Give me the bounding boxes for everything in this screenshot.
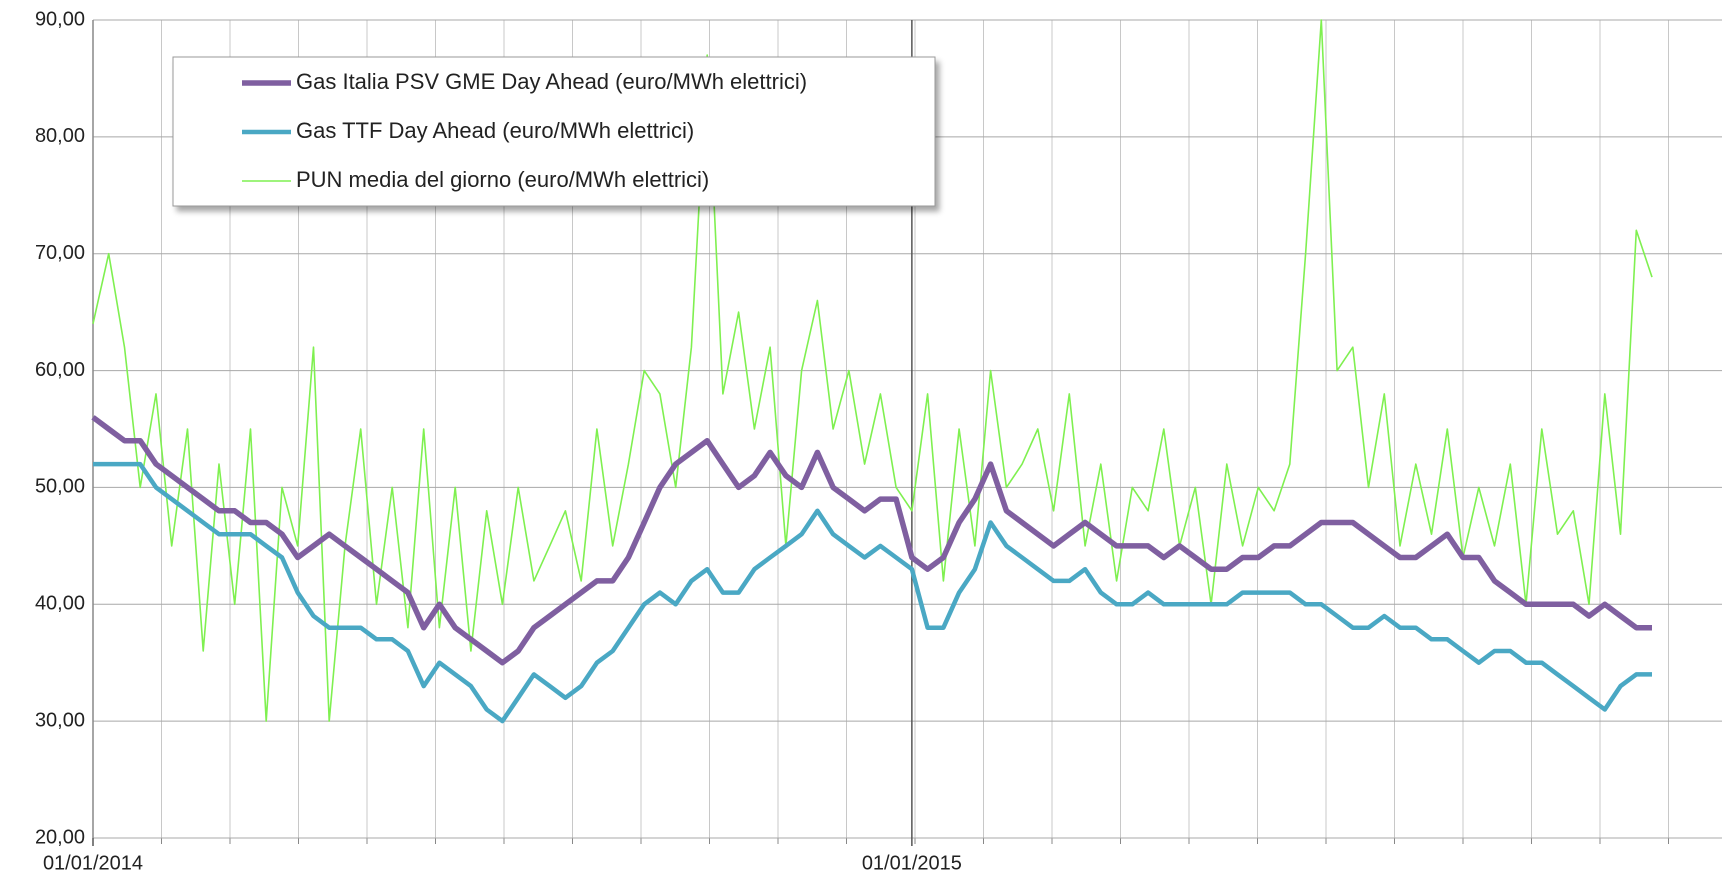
- legend-label: Gas TTF Day Ahead (euro/MWh elettrici): [296, 118, 694, 143]
- y-tick-label: 90,00: [35, 8, 85, 30]
- legend: Gas Italia PSV GME Day Ahead (euro/MWh e…: [172, 56, 936, 207]
- y-tick-label: 70,00: [35, 242, 85, 264]
- y-tick-label: 80,00: [35, 125, 85, 147]
- y-tick-label: 50,00: [35, 476, 85, 498]
- x-tick-label: 01/01/2015: [862, 852, 962, 874]
- x-tick-label: 01/01/2014: [43, 852, 143, 874]
- y-tick-label: 30,00: [35, 709, 85, 731]
- y-tick-label: 40,00: [35, 593, 85, 615]
- lines: [91, 19, 1653, 724]
- y-tick-label: 20,00: [35, 826, 85, 848]
- legend-label: Gas Italia PSV GME Day Ahead (euro/MWh e…: [296, 69, 807, 94]
- legend-label: PUN media del giorno (euro/MWh elettrici…: [296, 167, 709, 192]
- series-line: [92, 19, 1653, 722]
- y-tick-label: 60,00: [35, 359, 85, 381]
- series-line: [91, 415, 1652, 666]
- grid: 20,00 30,00 40,00 50,00 60,00 70,00 80,00 90,00…: [35, 8, 1722, 874]
- legend-box: [172, 56, 936, 207]
- series-line: [93, 461, 1652, 724]
